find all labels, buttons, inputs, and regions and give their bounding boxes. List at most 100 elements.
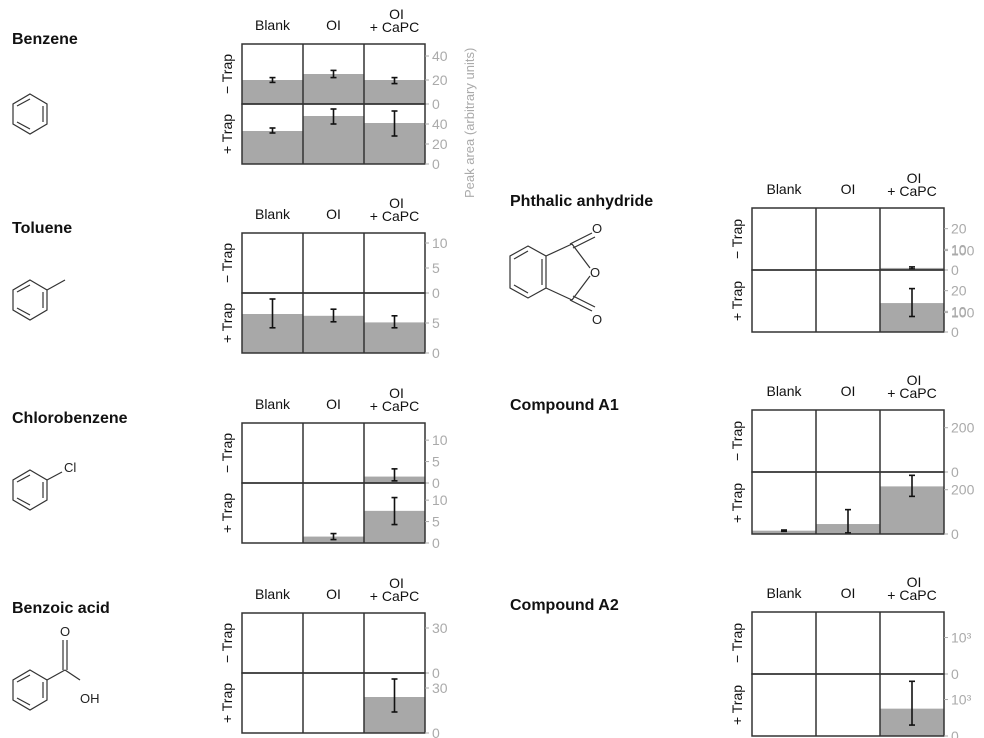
- tick-label: 0: [432, 535, 440, 551]
- tick-label: 40: [432, 116, 448, 132]
- tick-label: 0: [951, 464, 959, 480]
- error-bar: [909, 474, 915, 498]
- tick-label: 0: [951, 526, 959, 542]
- column-header-oi: OI: [841, 585, 856, 601]
- error-bar: [391, 110, 398, 137]
- error-bar: [845, 508, 851, 534]
- error-bar: [909, 680, 915, 726]
- y-axis-label: Peak area (arbitrary units): [462, 48, 477, 198]
- column-header-oi-capc-top: OI: [389, 575, 404, 591]
- tick-label: 0: [432, 725, 440, 738]
- tick-label: 0: [432, 285, 440, 301]
- benzoic-acid-icon: [12, 640, 81, 711]
- panel-frame: [241, 672, 426, 734]
- tick-label: 10: [432, 492, 448, 508]
- column-header-oi-capc-top: OI: [389, 6, 404, 22]
- panel-frame: [751, 611, 945, 675]
- compound-name-a2: Compound A2: [510, 597, 619, 614]
- compound-name-phthalic-anhydride: Phthalic anhydride: [510, 193, 653, 210]
- column-header-blank: Blank: [255, 586, 291, 602]
- row-label-plus-trap: + Trap: [729, 685, 745, 725]
- benzene-icon: [12, 93, 48, 135]
- compound-name-benzoic-acid: Benzoic acid: [12, 600, 110, 617]
- tick-label: 20: [951, 221, 967, 237]
- panel-frame: [751, 673, 945, 737]
- row-label-minus-trap: − Trap: [219, 623, 235, 663]
- error-bar: [391, 468, 398, 482]
- tick-label: 5: [432, 315, 440, 331]
- row-label-minus-trap: − Trap: [729, 623, 745, 663]
- tick-label: 0: [432, 156, 440, 172]
- oxygen-atom-label-top: O: [592, 221, 602, 236]
- tick-label: 0: [432, 345, 440, 361]
- error-bar: [781, 529, 787, 533]
- tick-label: 20: [432, 72, 448, 88]
- tick-label: 0: [951, 728, 959, 738]
- tick-label: 5: [432, 454, 440, 470]
- tick-label: 10³: [951, 630, 972, 646]
- chlorobenzene-icon: [12, 469, 63, 511]
- tick-label: 200: [951, 482, 975, 498]
- row-label-plus-trap: + Trap: [729, 281, 745, 321]
- hydroxyl-label: OH: [80, 691, 100, 706]
- panel-frame: [241, 422, 426, 484]
- column-header-blank: Blank: [766, 585, 802, 601]
- tick-label: 10: [951, 303, 967, 319]
- error-bar: [269, 76, 276, 84]
- bar: [242, 131, 303, 164]
- compound-name-a1: Compound A1: [510, 397, 619, 414]
- tick-label: 10³: [951, 692, 972, 708]
- tick-label: 20: [951, 283, 967, 299]
- error-bar: [330, 108, 337, 125]
- error-bar: [391, 678, 398, 713]
- tick-label: 40: [432, 48, 448, 64]
- tick-label: 0: [951, 262, 959, 278]
- row-label-plus-trap: + Trap: [219, 493, 235, 533]
- column-header-blank: Blank: [255, 396, 291, 412]
- panel-frame: [751, 409, 945, 473]
- error-bar: [269, 298, 276, 329]
- bar: [752, 530, 816, 534]
- error-bar: [330, 69, 337, 79]
- panel-frame: [751, 207, 945, 271]
- column-header-oi-capc-bottom: + CaPC: [370, 208, 419, 224]
- bar: [303, 74, 364, 104]
- column-header-oi: OI: [841, 181, 856, 197]
- error-bar: [330, 308, 337, 323]
- tick-label: 10: [432, 235, 448, 251]
- panel-frame: [241, 232, 426, 294]
- column-header-oi-capc-top: OI: [389, 195, 404, 211]
- column-header-blank: Blank: [255, 17, 291, 33]
- panel-frame: [241, 103, 426, 165]
- tick-label: 100: [951, 243, 975, 259]
- tick-label: 0: [951, 324, 959, 340]
- tick-label: 20: [432, 136, 448, 152]
- panel-frame: [751, 269, 945, 333]
- row-label-minus-trap: − Trap: [729, 421, 745, 461]
- column-header-oi: OI: [326, 17, 341, 33]
- oxygen-atom-label: O: [60, 624, 70, 639]
- tick-label: 0: [432, 665, 440, 681]
- compound-name-benzene: Benzene: [12, 31, 78, 48]
- row-label-minus-trap: − Trap: [219, 54, 235, 94]
- error-bar: [391, 76, 398, 85]
- column-header-oi-capc-bottom: + CaPC: [370, 19, 419, 35]
- column-header-oi-capc-top: OI: [907, 372, 922, 388]
- column-header-oi: OI: [326, 206, 341, 222]
- column-header-oi: OI: [841, 383, 856, 399]
- row-label-plus-trap: + Trap: [219, 114, 235, 154]
- column-header-oi-capc-bottom: + CaPC: [887, 183, 936, 199]
- tick-label: 10: [951, 241, 967, 257]
- column-header-oi-capc-bottom: + CaPC: [370, 398, 419, 414]
- row-label-plus-trap: + Trap: [219, 683, 235, 723]
- oxygen-atom-label-bottom: O: [592, 312, 602, 327]
- error-bar: [391, 314, 398, 329]
- tick-label: 200: [951, 420, 975, 436]
- error-bar: [391, 496, 398, 526]
